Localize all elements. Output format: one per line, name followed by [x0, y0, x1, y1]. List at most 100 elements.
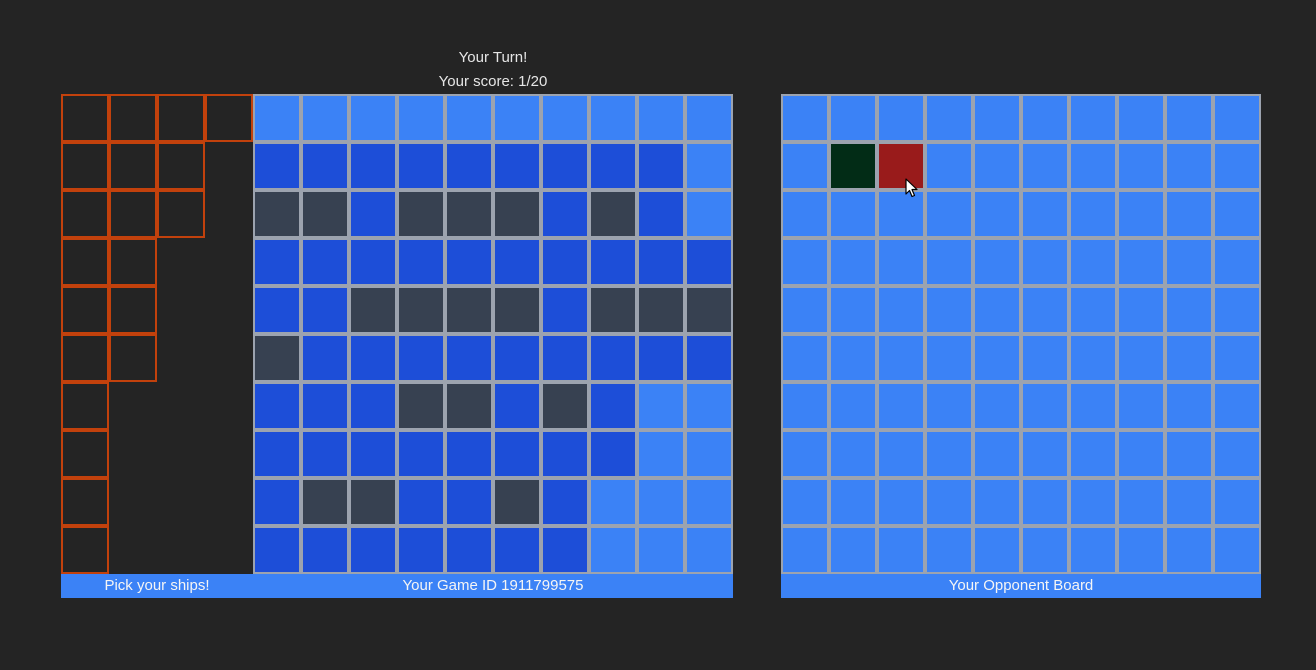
player-water-cell[interactable]	[543, 432, 587, 476]
opponent-target-cell[interactable]	[831, 480, 875, 524]
opponent-target-cell[interactable]	[1071, 192, 1115, 236]
player-water-cell[interactable]	[399, 96, 443, 140]
player-ship-cell[interactable]	[399, 384, 443, 428]
player-water-cell[interactable]	[495, 528, 539, 572]
player-water-cell[interactable]	[543, 480, 587, 524]
opponent-target-cell[interactable]	[831, 288, 875, 332]
player-water-cell[interactable]	[255, 528, 299, 572]
opponent-target-cell[interactable]	[1071, 432, 1115, 476]
player-water-cell[interactable]	[687, 384, 731, 428]
opponent-target-cell[interactable]	[975, 384, 1019, 428]
player-water-cell[interactable]	[447, 528, 491, 572]
player-water-cell[interactable]	[399, 528, 443, 572]
opponent-target-cell[interactable]	[927, 144, 971, 188]
player-water-cell[interactable]	[639, 144, 683, 188]
opponent-target-cell[interactable]	[1071, 528, 1115, 572]
player-water-cell[interactable]	[591, 336, 635, 380]
player-water-cell[interactable]	[351, 240, 395, 284]
opponent-target-cell[interactable]	[831, 240, 875, 284]
opponent-target-cell[interactable]	[1071, 288, 1115, 332]
player-water-cell[interactable]	[687, 528, 731, 572]
player-water-cell[interactable]	[351, 336, 395, 380]
player-water-cell[interactable]	[447, 336, 491, 380]
player-water-cell[interactable]	[399, 432, 443, 476]
opponent-target-cell[interactable]	[927, 192, 971, 236]
player-water-cell[interactable]	[543, 528, 587, 572]
player-water-cell[interactable]	[495, 144, 539, 188]
opponent-target-cell[interactable]	[927, 384, 971, 428]
opponent-target-cell[interactable]	[1023, 384, 1067, 428]
opponent-target-cell[interactable]	[1071, 240, 1115, 284]
ship-picker-cell[interactable]	[157, 190, 205, 238]
player-ship-cell[interactable]	[255, 336, 299, 380]
player-water-cell[interactable]	[495, 240, 539, 284]
opponent-target-cell[interactable]	[783, 432, 827, 476]
player-water-cell[interactable]	[351, 528, 395, 572]
opponent-target-cell[interactable]	[1167, 432, 1211, 476]
player-water-cell[interactable]	[687, 96, 731, 140]
opponent-hit-cell[interactable]	[879, 144, 923, 188]
ship-picker-cell[interactable]	[109, 334, 157, 382]
ship-picker-cell[interactable]	[61, 238, 109, 286]
opponent-target-cell[interactable]	[1119, 480, 1163, 524]
opponent-target-cell[interactable]	[831, 96, 875, 140]
player-ship-cell[interactable]	[591, 192, 635, 236]
player-water-cell[interactable]	[639, 480, 683, 524]
player-water-cell[interactable]	[639, 96, 683, 140]
player-water-cell[interactable]	[255, 288, 299, 332]
opponent-target-cell[interactable]	[879, 528, 923, 572]
player-water-cell[interactable]	[351, 96, 395, 140]
opponent-target-cell[interactable]	[1023, 192, 1067, 236]
player-water-cell[interactable]	[447, 96, 491, 140]
player-water-cell[interactable]	[543, 288, 587, 332]
player-water-cell[interactable]	[303, 96, 347, 140]
player-water-cell[interactable]	[495, 384, 539, 428]
player-water-cell[interactable]	[303, 384, 347, 428]
player-water-cell[interactable]	[255, 240, 299, 284]
ship-picker-cell[interactable]	[61, 382, 109, 430]
opponent-target-cell[interactable]	[831, 528, 875, 572]
opponent-target-cell[interactable]	[831, 336, 875, 380]
ship-picker-cell[interactable]	[109, 238, 157, 286]
player-water-cell[interactable]	[687, 192, 731, 236]
player-ship-cell[interactable]	[351, 288, 395, 332]
player-water-cell[interactable]	[351, 144, 395, 188]
opponent-target-cell[interactable]	[879, 384, 923, 428]
opponent-target-cell[interactable]	[879, 432, 923, 476]
player-water-cell[interactable]	[303, 240, 347, 284]
ship-picker-cell[interactable]	[109, 142, 157, 190]
opponent-target-cell[interactable]	[975, 480, 1019, 524]
player-water-cell[interactable]	[495, 336, 539, 380]
opponent-target-cell[interactable]	[927, 528, 971, 572]
opponent-target-cell[interactable]	[879, 96, 923, 140]
player-ship-cell[interactable]	[303, 192, 347, 236]
opponent-target-cell[interactable]	[783, 528, 827, 572]
opponent-target-cell[interactable]	[879, 336, 923, 380]
opponent-target-cell[interactable]	[975, 336, 1019, 380]
ship-picker-cell[interactable]	[109, 94, 157, 142]
opponent-target-cell[interactable]	[1023, 528, 1067, 572]
player-water-cell[interactable]	[303, 144, 347, 188]
opponent-target-cell[interactable]	[1119, 528, 1163, 572]
player-ship-cell[interactable]	[351, 480, 395, 524]
player-water-cell[interactable]	[351, 432, 395, 476]
player-water-cell[interactable]	[399, 240, 443, 284]
opponent-target-cell[interactable]	[1215, 528, 1259, 572]
opponent-target-cell[interactable]	[783, 384, 827, 428]
player-ship-cell[interactable]	[495, 192, 539, 236]
opponent-target-cell[interactable]	[1023, 480, 1067, 524]
player-ship-cell[interactable]	[447, 192, 491, 236]
player-water-cell[interactable]	[399, 144, 443, 188]
player-ship-cell[interactable]	[399, 192, 443, 236]
opponent-target-cell[interactable]	[927, 240, 971, 284]
opponent-target-cell[interactable]	[1071, 480, 1115, 524]
opponent-target-cell[interactable]	[1023, 336, 1067, 380]
opponent-target-cell[interactable]	[1119, 336, 1163, 380]
ship-picker-cell[interactable]	[61, 526, 109, 574]
opponent-target-cell[interactable]	[927, 336, 971, 380]
ship-picker-cell[interactable]	[61, 334, 109, 382]
player-water-cell[interactable]	[687, 432, 731, 476]
player-ship-cell[interactable]	[303, 480, 347, 524]
opponent-target-cell[interactable]	[1119, 288, 1163, 332]
opponent-target-cell[interactable]	[1023, 96, 1067, 140]
